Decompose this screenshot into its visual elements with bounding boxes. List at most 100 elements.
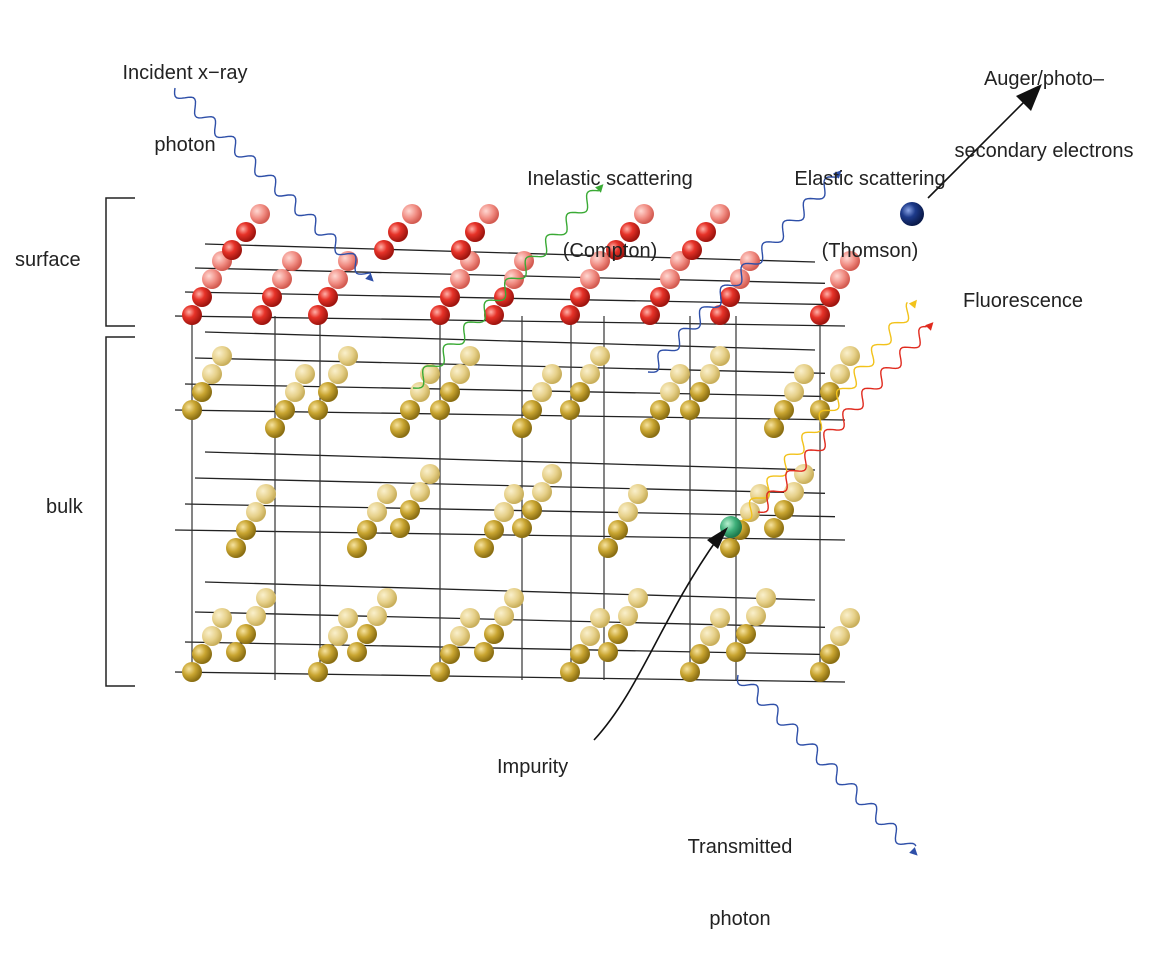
incident-label-line1: Incident x−ray	[122, 62, 248, 84]
bulk-atom	[570, 644, 590, 664]
bulk-atom	[377, 588, 397, 608]
bulk-atom	[318, 382, 338, 402]
surface-atom	[710, 204, 730, 224]
bulk-atom	[736, 624, 756, 644]
bulk-atom	[338, 346, 358, 366]
bulk-atom	[256, 588, 276, 608]
bulk-atom	[450, 364, 470, 384]
bulk-atom	[590, 608, 610, 628]
elastic-label-line1: Elastic scattering	[794, 168, 946, 190]
surface-atom	[328, 269, 348, 289]
surface-atom	[590, 251, 610, 271]
impurity-pointer-arrow	[593, 537, 719, 741]
surface-atom	[479, 204, 499, 224]
bulk-atom	[367, 502, 387, 522]
bulk-atom	[756, 588, 776, 608]
bulk-atom	[192, 644, 212, 664]
elastic-scattering-label: Elastic scattering (Thomson)	[760, 119, 980, 287]
bulk-atom	[522, 400, 542, 420]
bulk-atom	[794, 464, 814, 484]
bulk-atom	[400, 500, 420, 520]
surface-atom	[182, 305, 202, 325]
bulk-atom	[202, 626, 222, 646]
surface-atom	[504, 269, 524, 289]
bulk-atom	[726, 642, 746, 662]
bulk-atom	[690, 382, 710, 402]
incident-photon-label: Incident x−ray photon	[80, 13, 290, 181]
bulk-atom	[494, 502, 514, 522]
lattice-atoms	[182, 204, 860, 682]
bulk-atom	[236, 624, 256, 644]
electron	[900, 202, 924, 226]
bulk-atom	[410, 382, 430, 402]
bulk-atom	[820, 644, 840, 664]
bulk-atom	[400, 400, 420, 420]
bulk-atom	[690, 644, 710, 664]
incident-xray-wave-arrowhead	[365, 273, 374, 282]
bulk-atom	[460, 608, 480, 628]
surface-atom	[650, 287, 670, 307]
bulk-atom	[390, 418, 410, 438]
bulk-atom	[474, 642, 494, 662]
incident-xray-wave	[173, 87, 371, 275]
surface-atom	[236, 222, 256, 242]
surface-atom	[820, 287, 840, 307]
inelastic-label-line1: Inelastic scattering	[527, 168, 693, 190]
bulk-atom	[608, 624, 628, 644]
surface-atom	[660, 269, 680, 289]
electron-arrowhead	[1016, 84, 1042, 111]
bulk-atom	[226, 538, 246, 558]
bulk-atom	[308, 662, 328, 682]
surface-atom	[696, 222, 716, 242]
surface-bond-line	[204, 243, 816, 263]
surface-atom	[494, 287, 514, 307]
bulk-atom	[740, 502, 760, 522]
bulk-atom	[504, 588, 524, 608]
bulk-atom	[246, 502, 266, 522]
surface-bond-line	[174, 315, 846, 327]
bulk-atom	[810, 662, 830, 682]
inelastic-scattering-label: Inelastic scattering (Compton)	[490, 119, 730, 287]
bulk-atom	[318, 644, 338, 664]
bulk-atom	[830, 626, 850, 646]
fluorescence-wave-yellow	[741, 301, 910, 521]
bulk-atom	[212, 608, 232, 628]
bulk-atom	[430, 400, 450, 420]
surface-atom	[451, 240, 471, 260]
auger-label-line1: Auger/photo–	[983, 68, 1105, 90]
bulk-atom	[504, 484, 524, 504]
bulk-atom	[275, 400, 295, 420]
bulk-atom	[840, 346, 860, 366]
bulk-atom	[700, 364, 720, 384]
bulk-atom	[680, 400, 700, 420]
bulk-atom	[328, 626, 348, 646]
bulk-label: bulk	[46, 496, 83, 518]
surface-atom	[484, 305, 504, 325]
bulk-atom	[650, 400, 670, 420]
bulk-atom	[357, 520, 377, 540]
bulk-atom	[590, 346, 610, 366]
surface-atom	[338, 251, 358, 271]
transmitted-label-line2: photon	[709, 908, 771, 930]
surface-atom	[252, 305, 272, 325]
surface-atom	[740, 251, 760, 271]
bulk-atom	[512, 418, 532, 438]
bulk-atom	[295, 364, 315, 384]
bulk-atom	[357, 624, 377, 644]
bulk-atom	[660, 382, 680, 402]
bulk-atom	[440, 382, 460, 402]
bulk-atom	[774, 400, 794, 420]
surface-atom	[250, 204, 270, 224]
surface-atom	[570, 287, 590, 307]
compton-scattered-wave	[412, 189, 599, 389]
elastic-label-line2: (Thomson)	[821, 240, 919, 262]
bulk-atom	[460, 346, 480, 366]
bulk-atom	[212, 346, 232, 366]
xray-interaction-diagram	[105, 84, 1042, 856]
transmitted-photon-label: Transmitted photon	[650, 787, 830, 955]
bulk-atom	[532, 482, 552, 502]
bulk-atom	[192, 382, 212, 402]
bulk-atom	[830, 364, 850, 384]
bulk-atom	[680, 662, 700, 682]
incident-label-line2: photon	[154, 134, 216, 156]
